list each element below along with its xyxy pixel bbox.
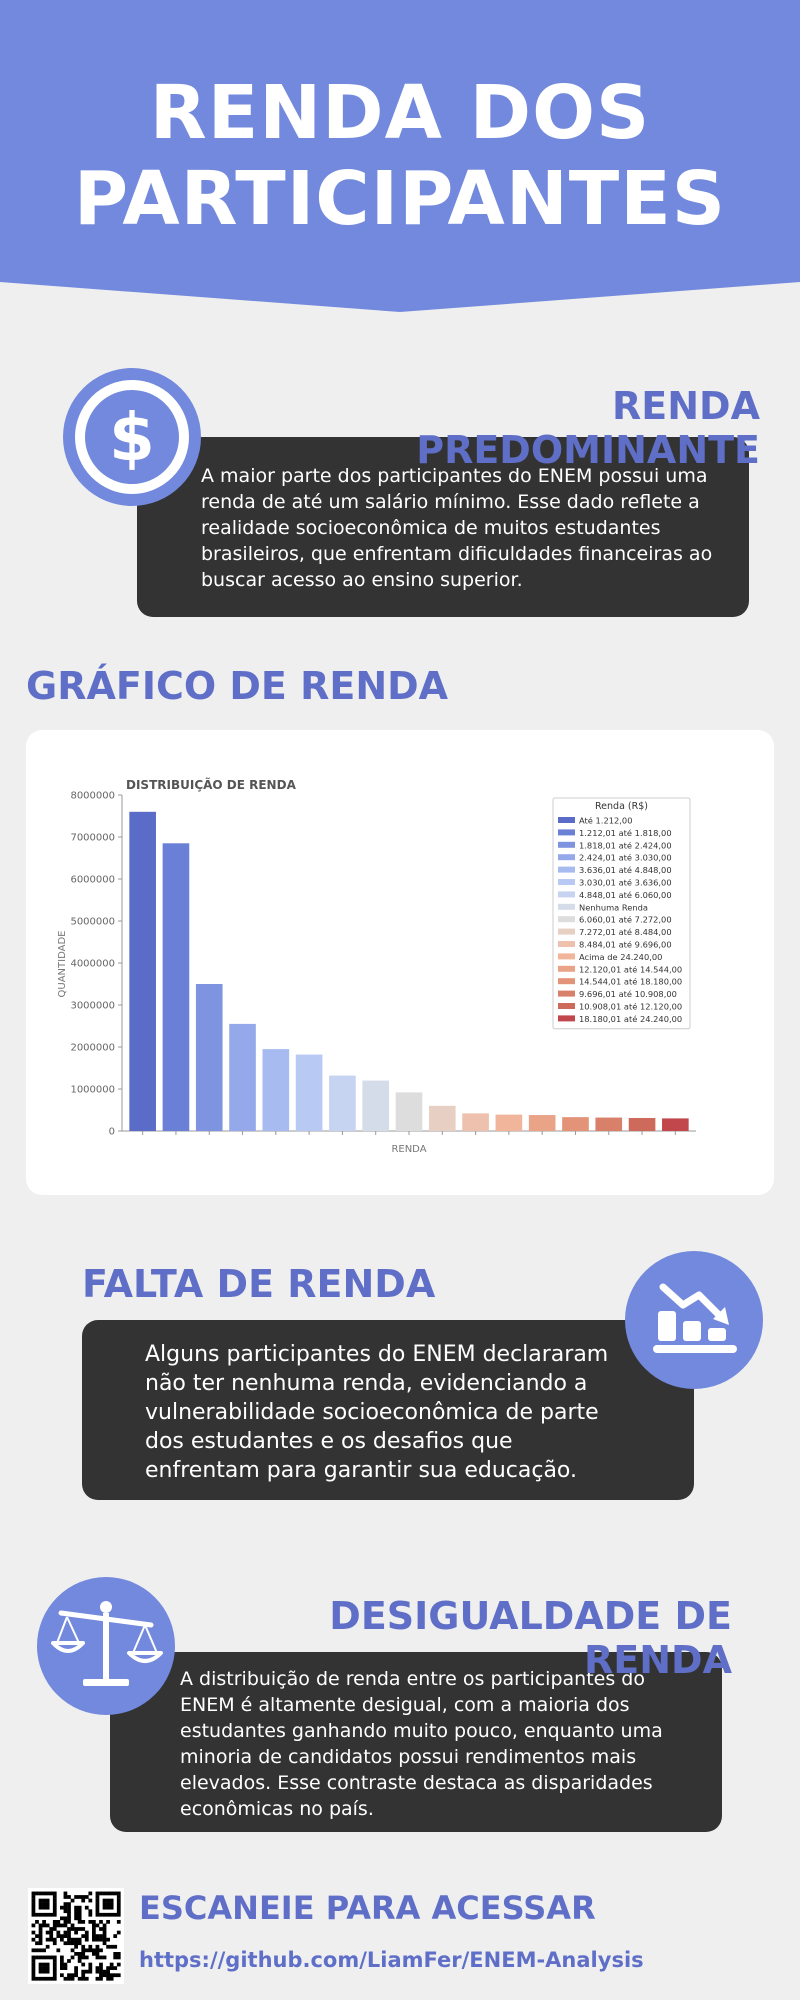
legend-label: 7.272,01 até 8.484,00 [579, 927, 672, 937]
legend-swatch [558, 903, 575, 910]
svg-text:$: $ [109, 399, 155, 476]
page-title-line-1: RENDA DOS [149, 70, 651, 156]
bar [428, 1105, 456, 1131]
y-tick-label: 2000000 [70, 1043, 115, 1054]
y-tick-label: 6000000 [70, 875, 115, 886]
bar [662, 1118, 689, 1131]
legend-label: Até 1.212,00 [579, 816, 632, 826]
legend-label: 4.848,01 até 6.060,00 [579, 890, 672, 900]
hero-background [0, 0, 800, 312]
legend-swatch [558, 978, 575, 985]
legend-swatch [558, 879, 575, 885]
legend-swatch [558, 854, 575, 861]
desigualdade-heading: DESIGUALDADE DE RENDA [329, 1594, 732, 1682]
income-bar-chart: DISTRIBUIÇÃO DE RENDA RENDA QUANTIDADE 0… [57, 777, 696, 1155]
legend-swatch [558, 928, 575, 935]
bar [362, 1080, 390, 1131]
falta-card: Alguns participantes do ENEM declararam … [82, 1320, 694, 1500]
chart-axes: 0 1000000 2000000 3000000 4000000 5000000 6000… [70, 791, 696, 1138]
legend-swatch [558, 953, 575, 960]
legend-swatch [558, 841, 575, 848]
chart-bars [129, 811, 689, 1131]
chart-down-icon [625, 1251, 763, 1389]
legend-label: 3.030,01 até 3.636,00 [579, 878, 672, 888]
bar [462, 1113, 489, 1131]
legend-label: Nenhuma Renda [579, 902, 648, 912]
footer-heading: ESCANEIE PARA ACESSAR [139, 1889, 596, 1927]
legend-label: 18.180,01 até 24.240,00 [579, 1014, 682, 1024]
dollar-icon: $ [63, 368, 201, 506]
legend-label: 14.544,01 até 18.180,00 [579, 977, 682, 987]
chart-title: DISTRIBUIÇÃO DE RENDA [126, 777, 297, 792]
y-tick-label: 4000000 [70, 959, 115, 970]
y-tick-label: 7000000 [70, 833, 115, 844]
bar [329, 1075, 356, 1131]
bar [495, 1114, 523, 1131]
predominante-text: A maior parte dos participantes do ENEM … [201, 465, 713, 591]
bar [195, 984, 223, 1131]
chart-card: DISTRIBUIÇÃO DE RENDA RENDA QUANTIDADE 0… [26, 730, 774, 1195]
legend-label: 3.636,01 até 4.848,00 [579, 865, 672, 875]
bar [528, 1115, 556, 1131]
legend-title: Renda (R$) [595, 801, 648, 812]
legend-swatch [558, 1015, 575, 1022]
legend-label: 2.424,01 até 3.030,00 [579, 853, 672, 863]
legend-label: 9.696,01 até 10.908,00 [579, 989, 677, 999]
legend-swatch [558, 990, 575, 997]
page-title-line-2: PARTICIPANTES [73, 156, 727, 242]
chart-y-label: QUANTIDADE [57, 931, 68, 998]
y-tick-label: 3000000 [70, 1001, 115, 1012]
falta-heading: FALTA DE RENDA [82, 1262, 436, 1306]
legend-label: 12.120,01 até 14.544,00 [579, 964, 682, 974]
page-title: RENDA DOS PARTICIPANTES [0, 70, 800, 242]
legend-swatch [558, 916, 575, 923]
bar [229, 1023, 256, 1131]
bar [595, 1117, 623, 1131]
legend-label: 1.818,01 até 2.424,00 [579, 840, 672, 850]
bar [262, 1049, 290, 1131]
bar [628, 1117, 656, 1131]
legend-swatch [558, 965, 575, 972]
scale-icon [37, 1577, 175, 1715]
legend-label: 1.212,01 até 1.818,00 [579, 828, 672, 838]
predominante-card: A maior parte dos participantes do ENEM … [137, 437, 749, 617]
y-tick-label: 5000000 [70, 917, 115, 928]
legend-swatch [558, 829, 575, 836]
bar [295, 1054, 323, 1131]
grafico-heading: GRÁFICO DE RENDA [26, 664, 449, 708]
desigualdade-text: A distribuição de renda entre os partici… [180, 1668, 663, 1820]
legend-label: 6.060,01 até 7.272,00 [579, 915, 672, 925]
y-tick-label: 8000000 [70, 791, 115, 802]
legend-swatch [558, 941, 575, 947]
legend-swatch [558, 891, 575, 898]
legend-label: Acima de 24.240,00 [579, 952, 662, 962]
chart-x-label: RENDA [391, 1144, 426, 1155]
legend-swatch [558, 866, 575, 873]
predominante-heading: RENDA PREDOMINANTE [416, 384, 760, 472]
hero-banner: RENDA DOS PARTICIPANTES [0, 0, 800, 315]
qr-code-icon[interactable] [28, 1888, 124, 1984]
legend-label: 10.908,01 até 12.120,00 [579, 1002, 682, 1012]
legend-label: 8.484,01 até 9.696,00 [579, 940, 672, 950]
y-tick-label: 0 [109, 1127, 115, 1138]
chart-legend: Renda (R$) Até 1.212,00 1.212,01 até 1.818… [552, 797, 691, 1030]
legend-swatch [558, 817, 575, 823]
repository-link[interactable]: https://github.com/LiamFer/ENEM-Analysis [139, 1948, 644, 1972]
falta-text: Alguns participantes do ENEM declararam … [145, 1342, 609, 1483]
desigualdade-card: A distribuição de renda entre os partici… [110, 1652, 722, 1832]
bar [395, 1092, 423, 1131]
bar [162, 843, 190, 1131]
y-tick-label: 1000000 [70, 1085, 115, 1096]
bar [129, 811, 156, 1131]
legend-box [552, 797, 691, 1030]
legend-swatch [558, 1003, 575, 1009]
bar [562, 1117, 589, 1131]
